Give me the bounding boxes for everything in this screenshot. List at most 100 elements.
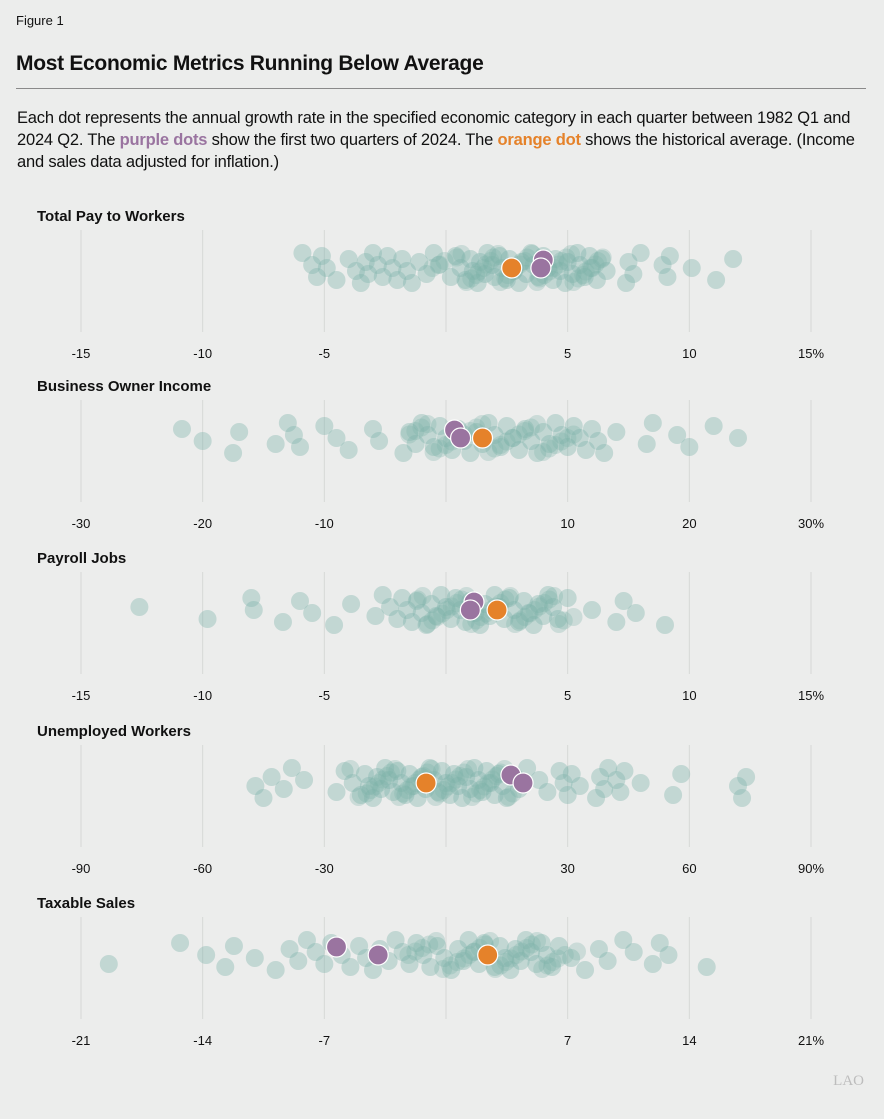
- quarter-dot: [528, 444, 547, 462]
- quarter-dot: [197, 946, 216, 964]
- quarter-dot: [430, 784, 449, 803]
- quarter-dot: [697, 958, 716, 976]
- quarter-dot: [359, 777, 378, 795]
- quarter-dot: [653, 256, 672, 274]
- quarter-dot: [507, 946, 526, 964]
- quarter-dot: [558, 589, 577, 607]
- quarter-dot: [479, 774, 498, 792]
- quarter-dot: [521, 418, 540, 437]
- quarter-dot: [593, 248, 612, 267]
- quarter-dot: [402, 613, 421, 631]
- quarter-dot: [599, 759, 618, 777]
- quarter-dot: [297, 931, 316, 949]
- strip-plot: -21 -14 -7 7 14 21%: [72, 917, 824, 1048]
- quarter-dot: [548, 610, 567, 628]
- tick-label: -15: [72, 688, 91, 703]
- panel-total-pay-to-workers: Total Pay to Workers -15 -10 -5 5 10 15%: [0, 208, 884, 368]
- quarter-dot: [406, 942, 425, 961]
- quarter-dot: [491, 438, 510, 456]
- quarter-dot: [503, 429, 522, 447]
- quarter-dot: [485, 268, 504, 286]
- quarter-dot: [130, 598, 149, 616]
- quarter-dot: [518, 248, 537, 267]
- quarter-dot: [455, 949, 474, 968]
- quarter-dot: [343, 774, 362, 792]
- quarter-dot: [461, 250, 480, 268]
- quarter-dot: [413, 587, 432, 605]
- tick-label: -14: [193, 1033, 212, 1048]
- quarter-dot: [558, 253, 577, 271]
- quarter-dot: [587, 789, 606, 807]
- quarter-dot: [475, 777, 494, 796]
- quarter-dot: [421, 958, 440, 976]
- quarter-dot: [570, 777, 589, 795]
- quarter-dot: [315, 417, 334, 435]
- quarter-dot: [591, 768, 610, 786]
- quarter-dot: [496, 949, 515, 967]
- quarter-dot: [306, 943, 325, 961]
- quarter-dot: [369, 774, 388, 792]
- quarter-dot: [382, 763, 401, 782]
- tick-label: 15%: [798, 346, 824, 361]
- quarter-dot: [291, 592, 309, 610]
- tick-label: 21%: [798, 1033, 824, 1048]
- quarter-dot: [216, 958, 235, 976]
- quarter-dot: [361, 781, 380, 799]
- quarter-dot: [394, 444, 413, 462]
- quarter-dot: [481, 774, 500, 792]
- quarter-dot: [465, 759, 484, 777]
- quarter-dot: [373, 586, 392, 604]
- quarter-dot: [477, 762, 496, 780]
- quarter-dot: [312, 247, 331, 265]
- quarter-dot: [471, 781, 490, 799]
- quarter-dot: [242, 589, 261, 607]
- tick-label: -5: [319, 688, 331, 703]
- quarter-dot: [478, 244, 497, 262]
- quarter-dot: [463, 262, 482, 280]
- quarter-dot: [441, 268, 460, 286]
- quarter-dot: [450, 767, 469, 785]
- quarter-dot: [308, 268, 327, 286]
- quarter-dot: [428, 937, 447, 955]
- quarter-dot: [583, 601, 601, 619]
- quarter-dot: [614, 592, 633, 610]
- quarter-dot: [485, 586, 504, 604]
- quarter-dot: [437, 774, 455, 792]
- quarter-dot: [418, 415, 437, 433]
- quarter-2024-dot: [530, 257, 552, 279]
- quarter-dot: [392, 774, 411, 792]
- quarter-dot: [729, 429, 747, 447]
- quarter-dot: [512, 942, 531, 961]
- quarter-dot: [463, 788, 482, 806]
- quarter-dot: [564, 273, 583, 291]
- figure-description: Each dot represents the annual growth ra…: [17, 107, 867, 173]
- quarter-dot: [413, 939, 432, 957]
- tick-label: 30: [560, 861, 574, 876]
- quarter-dot: [569, 269, 588, 288]
- quarter-dot: [510, 441, 528, 459]
- tick-label: -10: [315, 516, 334, 531]
- quarter-dot: [400, 765, 419, 783]
- quarter-dot: [230, 423, 249, 441]
- quarter-dot: [522, 943, 541, 961]
- panel-title: Taxable Sales: [37, 895, 136, 912]
- quarter-dot: [423, 259, 442, 277]
- quarter-dot: [660, 247, 679, 265]
- quarter-dot: [631, 774, 650, 792]
- quarter-dot: [446, 247, 465, 265]
- quarter-dot: [564, 417, 583, 435]
- quarter-dot: [552, 432, 571, 451]
- quarter-dot: [291, 438, 309, 456]
- quarter-dot: [327, 429, 346, 447]
- quarter-dot: [587, 271, 606, 289]
- quarter-dot: [471, 253, 490, 271]
- quarter-dot: [483, 256, 502, 274]
- strip-plot: -90 -60 -30 30 60 90%: [72, 745, 824, 876]
- panel-taxable-sales: Taxable Sales -21 -14 -7 7 14 21%: [0, 895, 884, 1055]
- quarter-dot: [428, 608, 447, 626]
- quarter-dot: [451, 259, 470, 277]
- quarter-dot: [429, 256, 448, 274]
- quarter-dot: [540, 435, 559, 453]
- quarter-dot: [172, 420, 191, 438]
